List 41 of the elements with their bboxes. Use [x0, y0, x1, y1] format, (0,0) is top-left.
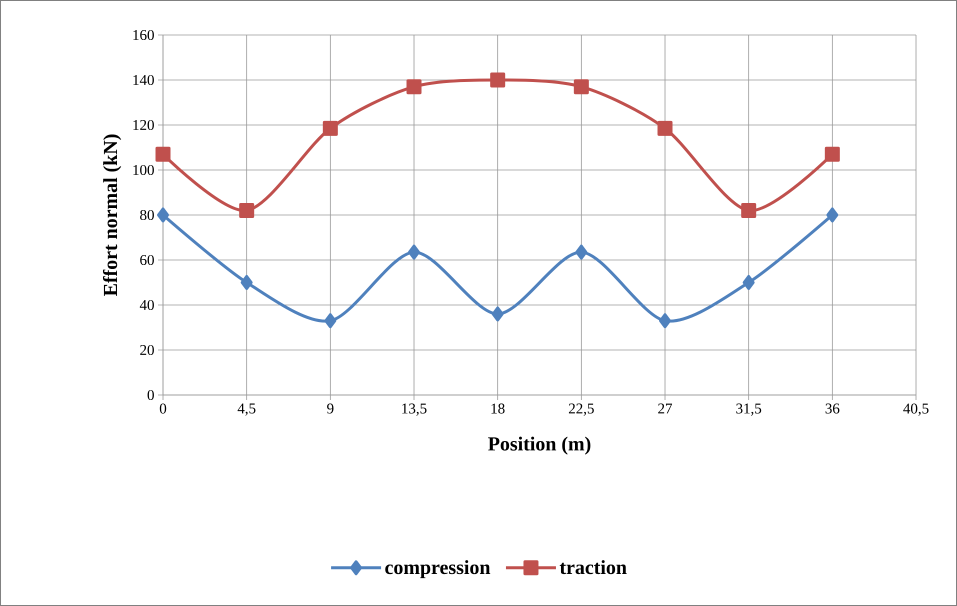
x-tick-label: 0 [160, 404, 166, 414]
point [490, 72, 506, 88]
point [824, 146, 840, 162]
y-tick-label: 120 [133, 120, 154, 130]
point [408, 244, 420, 260]
point [492, 306, 504, 322]
y-tick-label: 160 [133, 30, 154, 40]
x-tick-label: 31,5 [736, 404, 762, 416]
y-tick-label: 60 [140, 254, 154, 266]
x-tick-label: 36 [826, 404, 840, 414]
point [322, 120, 338, 136]
y-tick-label: 140 [133, 74, 154, 86]
point [239, 202, 254, 218]
y-tick-label: 40 [140, 300, 154, 310]
x-tick-label: 13,5 [402, 404, 427, 416]
x-tick-label: 27 [658, 404, 672, 414]
point [157, 207, 170, 222]
x-tick-label: 40,5 [903, 404, 929, 416]
y-tick-label: 80 [140, 210, 154, 220]
point [741, 202, 756, 218]
point [658, 120, 673, 136]
y-tick-label: 20 [140, 344, 154, 356]
point [575, 244, 588, 260]
point [240, 274, 253, 290]
point [156, 146, 171, 162]
point [406, 79, 422, 94]
point [742, 274, 755, 290]
y-tick-label: 100 [133, 164, 154, 176]
x-tick-label: 22,5 [568, 404, 594, 416]
y-axis-title: Effort normal (kN) [102, 134, 122, 296]
legend-label: traction [560, 560, 627, 574]
x-tick-label: 9 [327, 404, 334, 414]
legend-label: compression [385, 560, 490, 578]
x-axis-title: Position (m) [488, 436, 590, 455]
y-tick-label: 0 [148, 390, 154, 400]
point [574, 79, 589, 94]
point [324, 313, 336, 328]
x-tick-label: 4,5 [238, 404, 256, 416]
point [659, 313, 672, 328]
x-tick-label: 18 [492, 404, 505, 414]
point [826, 207, 838, 222]
